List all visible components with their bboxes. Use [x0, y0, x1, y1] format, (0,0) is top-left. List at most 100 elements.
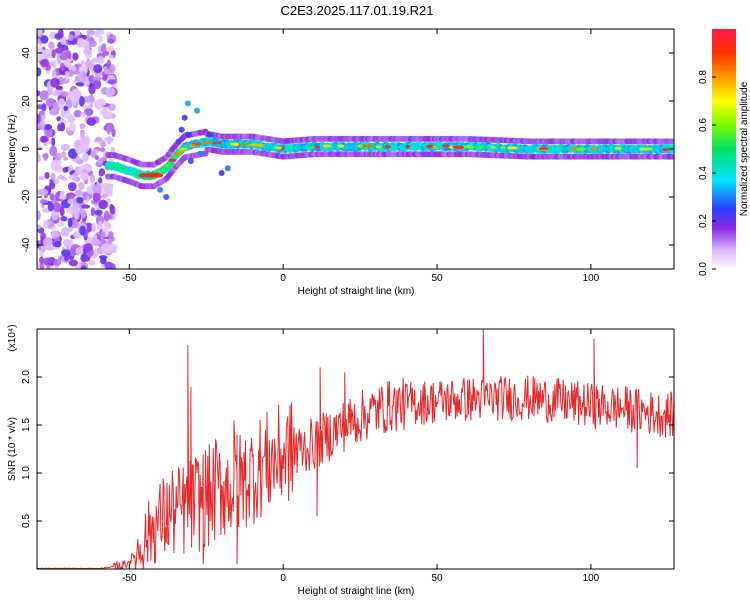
noise-speckle: [107, 79, 117, 85]
noise-speckle: [83, 243, 93, 252]
noise-speckle: [101, 256, 106, 262]
noise-speckle: [89, 103, 94, 109]
noise-speckle: [68, 259, 78, 267]
noise-speckle: [63, 156, 68, 161]
noise-speckle: [37, 145, 43, 151]
y-tick-label: -40: [21, 237, 32, 252]
noise-speckle: [67, 114, 76, 124]
noise-speckle: [75, 209, 80, 220]
noise-speckle: [39, 256, 44, 265]
noise-speckle: [97, 158, 104, 165]
noise-speckle: [37, 261, 41, 268]
noise-speckle: [84, 222, 93, 233]
x-tick-label: 0: [280, 273, 286, 284]
noise-speckle: [40, 35, 49, 44]
noise-speckle: [64, 254, 69, 262]
noise-speckle: [80, 111, 86, 118]
spectrogram-heatmap: [37, 29, 674, 269]
noise-speckle: [95, 215, 104, 226]
noise-speckle: [98, 172, 104, 177]
ridge-peak: [490, 145, 496, 150]
y-tick-label: 40: [21, 47, 32, 59]
y-tick-label: 2.0: [21, 370, 32, 384]
ridge-peak: [375, 145, 382, 149]
noise-speckle: [43, 152, 48, 161]
noise-speckle: [92, 192, 101, 202]
noise-speckle: [54, 240, 62, 248]
y-tick-label: 1.0: [21, 466, 32, 480]
noise-speckle: [39, 263, 45, 269]
feature-speckle: [184, 131, 191, 138]
noise-speckle: [108, 243, 117, 254]
x-tick-label: -50: [122, 273, 137, 284]
noise-speckle: [57, 174, 65, 180]
noise-speckle: [37, 67, 42, 77]
ridge-peak: [274, 146, 283, 150]
noise-speckle: [38, 249, 44, 257]
y-tick-label: 20: [21, 95, 32, 107]
noise-speckle: [50, 172, 56, 181]
noise-speckle: [37, 141, 41, 147]
ridge-peak: [405, 144, 411, 149]
noise-speckle: [49, 180, 56, 190]
ridge-peak: [538, 147, 549, 151]
noise-speckle: [89, 173, 96, 183]
noise-speckle: [82, 191, 88, 201]
noise-speckle: [53, 178, 60, 185]
colorbar-gradient: [712, 29, 736, 269]
ridge-peak: [322, 144, 332, 148]
noise-speckle: [95, 136, 103, 143]
noise-speckle: [109, 203, 114, 211]
noise-speckle: [50, 137, 56, 147]
noise-speckle: [54, 152, 62, 161]
noise-speckle: [62, 167, 69, 173]
x-tick-label: 50: [431, 273, 443, 284]
noise-speckle: [51, 210, 59, 221]
noise-speckle: [67, 130, 74, 136]
x-tick-label: 100: [583, 273, 600, 284]
noise-speckle: [44, 171, 50, 180]
x-tick-label: 0: [280, 573, 286, 584]
noise-speckle: [67, 217, 73, 228]
x-tick-label: 100: [583, 573, 600, 584]
noise-speckle: [59, 122, 66, 132]
noise-speckle: [79, 123, 86, 130]
ridge-peak: [442, 144, 450, 148]
ridge-peak: [231, 142, 240, 146]
ridge-peak: [476, 145, 485, 149]
noise-speckle: [101, 43, 107, 54]
noise-speckle: [48, 41, 55, 50]
snr-panel: -50 0 50 100 0.5 1.0 1.5 2.0 Height of straigh…: [7, 324, 675, 597]
feature-speckle: [206, 131, 213, 138]
colorbar-tick-label: 0.8: [698, 70, 709, 84]
ridge-peak: [590, 147, 598, 151]
noise-speckle: [100, 140, 107, 148]
noise-speckle: [90, 150, 97, 158]
snr-y-scale-note: (x10⁴): [7, 324, 18, 351]
noise-speckle: [50, 77, 60, 88]
noise-speckle: [37, 46, 43, 52]
noise-speckle: [88, 74, 95, 83]
noise-speckle: [64, 58, 72, 68]
figure-title: C2E3.2025.117.01.19.R21: [281, 3, 434, 18]
noise-speckle: [97, 99, 107, 107]
noise-speckle: [42, 237, 53, 248]
noise-speckle: [76, 196, 84, 204]
y-tick-label: -20: [21, 189, 32, 204]
noise-speckle: [82, 152, 89, 163]
noise-speckle: [80, 59, 85, 66]
noise-speckle: [61, 151, 66, 158]
noise-speckle: [80, 142, 90, 153]
noise-speckle: [100, 243, 111, 254]
noise-speckle: [75, 246, 84, 256]
noise-speckle: [65, 99, 73, 109]
noise-speckle: [77, 37, 85, 48]
ridge-peak: [662, 147, 669, 152]
noise-speckle: [67, 181, 77, 192]
noise-speckle: [55, 47, 64, 54]
noise-speckle: [88, 40, 97, 48]
ridge-peak: [178, 147, 186, 151]
noise-speckle: [68, 174, 75, 180]
noise-speckle: [91, 57, 99, 63]
noise-speckle: [42, 48, 52, 55]
